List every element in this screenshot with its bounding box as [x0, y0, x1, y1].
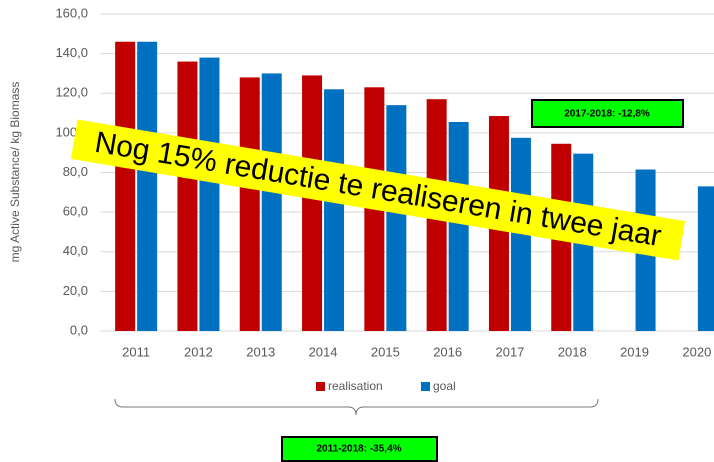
- x-tick-label: 2013: [246, 344, 275, 359]
- x-tick-label: 2017: [495, 344, 524, 359]
- bar: [115, 41, 136, 332]
- y-tick-label: 120,0: [55, 85, 88, 100]
- x-tick-label: 2018: [558, 344, 587, 359]
- y-tick-label: 0,0: [70, 322, 88, 337]
- x-tick-label: 2011: [122, 344, 150, 359]
- annotation: 2017-2018: -12,8%: [564, 109, 650, 120]
- legend-swatch: [316, 382, 325, 391]
- y-tick-label: 20,0: [63, 283, 88, 298]
- x-tick-label: 2015: [371, 344, 400, 359]
- x-tick-label: 2016: [433, 344, 462, 359]
- bar: [137, 41, 158, 332]
- y-tick-label: 60,0: [63, 204, 88, 219]
- bar: [199, 57, 220, 332]
- legend-swatch: [421, 382, 430, 391]
- banner-background: [70, 119, 686, 261]
- x-tick-label: 2012: [184, 344, 213, 359]
- y-axis-label: mg Active Substance/ kg Biomass: [8, 82, 22, 263]
- legend-label: goal: [433, 379, 456, 393]
- y-tick-label: 160,0: [55, 5, 88, 20]
- bar: [448, 121, 469, 332]
- bar: [510, 137, 531, 331]
- bar: [261, 73, 282, 331]
- x-tick-label: 2014: [309, 344, 338, 359]
- y-tick-label: 80,0: [63, 164, 88, 179]
- bar: [697, 186, 714, 331]
- annotation: 2011-2018: -35,4%: [316, 444, 401, 455]
- annotation-box: [281, 436, 438, 462]
- y-tick-label: 40,0: [63, 243, 88, 258]
- annotation-box: [531, 99, 684, 128]
- bar: [302, 75, 323, 331]
- y-tick-label: 140,0: [55, 45, 88, 60]
- x-tick-label: 2019: [620, 344, 649, 359]
- bar: [386, 105, 407, 331]
- brace: [114, 398, 599, 416]
- bar: [239, 77, 260, 332]
- x-tick-label: 2020: [682, 344, 711, 359]
- bar: [324, 89, 345, 331]
- legend-label: realisation: [328, 379, 383, 393]
- bar: [177, 61, 198, 332]
